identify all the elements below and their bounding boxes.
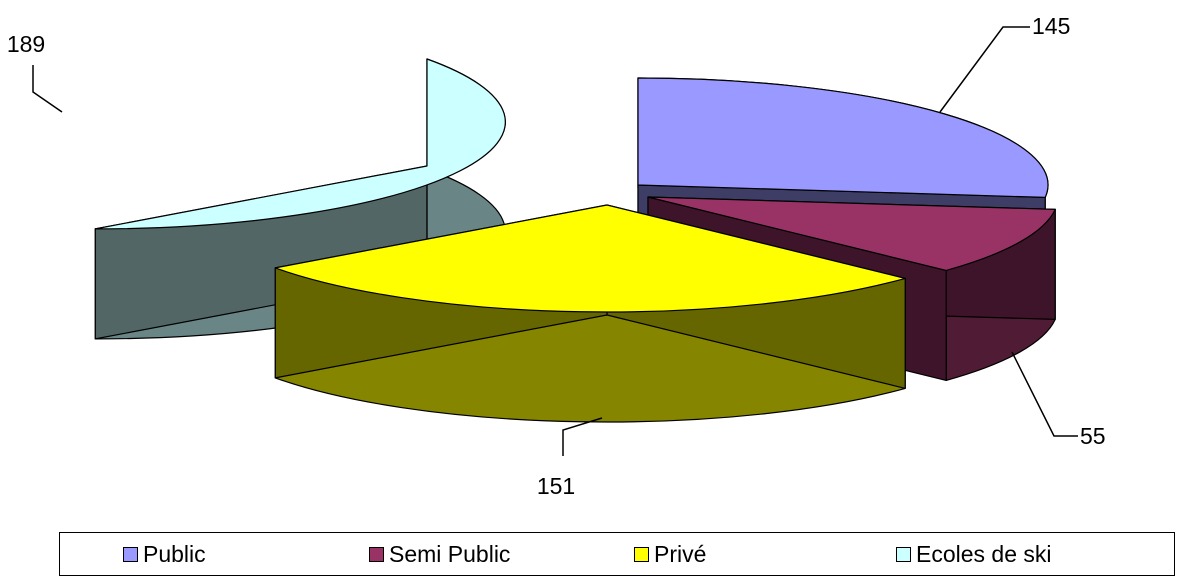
leader-line-ecoles-de-ski — [32, 65, 63, 113]
slice-ecoles-de-ski-top — [94, 58, 506, 230]
legend-item-public: Public — [123, 533, 206, 575]
slice-prive — [274, 204, 906, 423]
legend-swatch-prive — [634, 546, 649, 562]
legend-label-semi-public: Semi Public — [389, 540, 511, 567]
legend-label-public: Public — [143, 540, 206, 567]
leader-line-semi-public — [1011, 351, 1078, 437]
slice-semi-public-top — [647, 196, 1056, 271]
legend-item-semi-public: Semi Public — [369, 533, 510, 575]
legend-label-ecoles-de-ski: Ecoles de ski — [916, 540, 1052, 567]
data-label-semi-public: 55 — [1080, 423, 1106, 449]
data-label-ecoles-de-ski: 189 — [7, 31, 45, 57]
chart-legend: Public Semi Public Privé Ecoles de ski — [59, 532, 1175, 576]
leader-line-public — [939, 26, 1030, 113]
legend-swatch-semi-public — [369, 546, 384, 562]
legend-label-prive: Privé — [654, 540, 707, 567]
data-label-prive: 151 — [537, 473, 575, 499]
slice-prive-top — [274, 204, 906, 313]
data-label-public: 145 — [1032, 13, 1070, 39]
slice-public-top — [637, 77, 1049, 198]
legend-item-prive: Privé — [634, 533, 706, 575]
leader-line-prive — [562, 417, 603, 456]
legend-swatch-ecoles-de-ski — [896, 546, 911, 562]
legend-item-ecoles-de-ski: Ecoles de ski — [896, 533, 1052, 575]
legend-swatch-public — [123, 546, 138, 562]
